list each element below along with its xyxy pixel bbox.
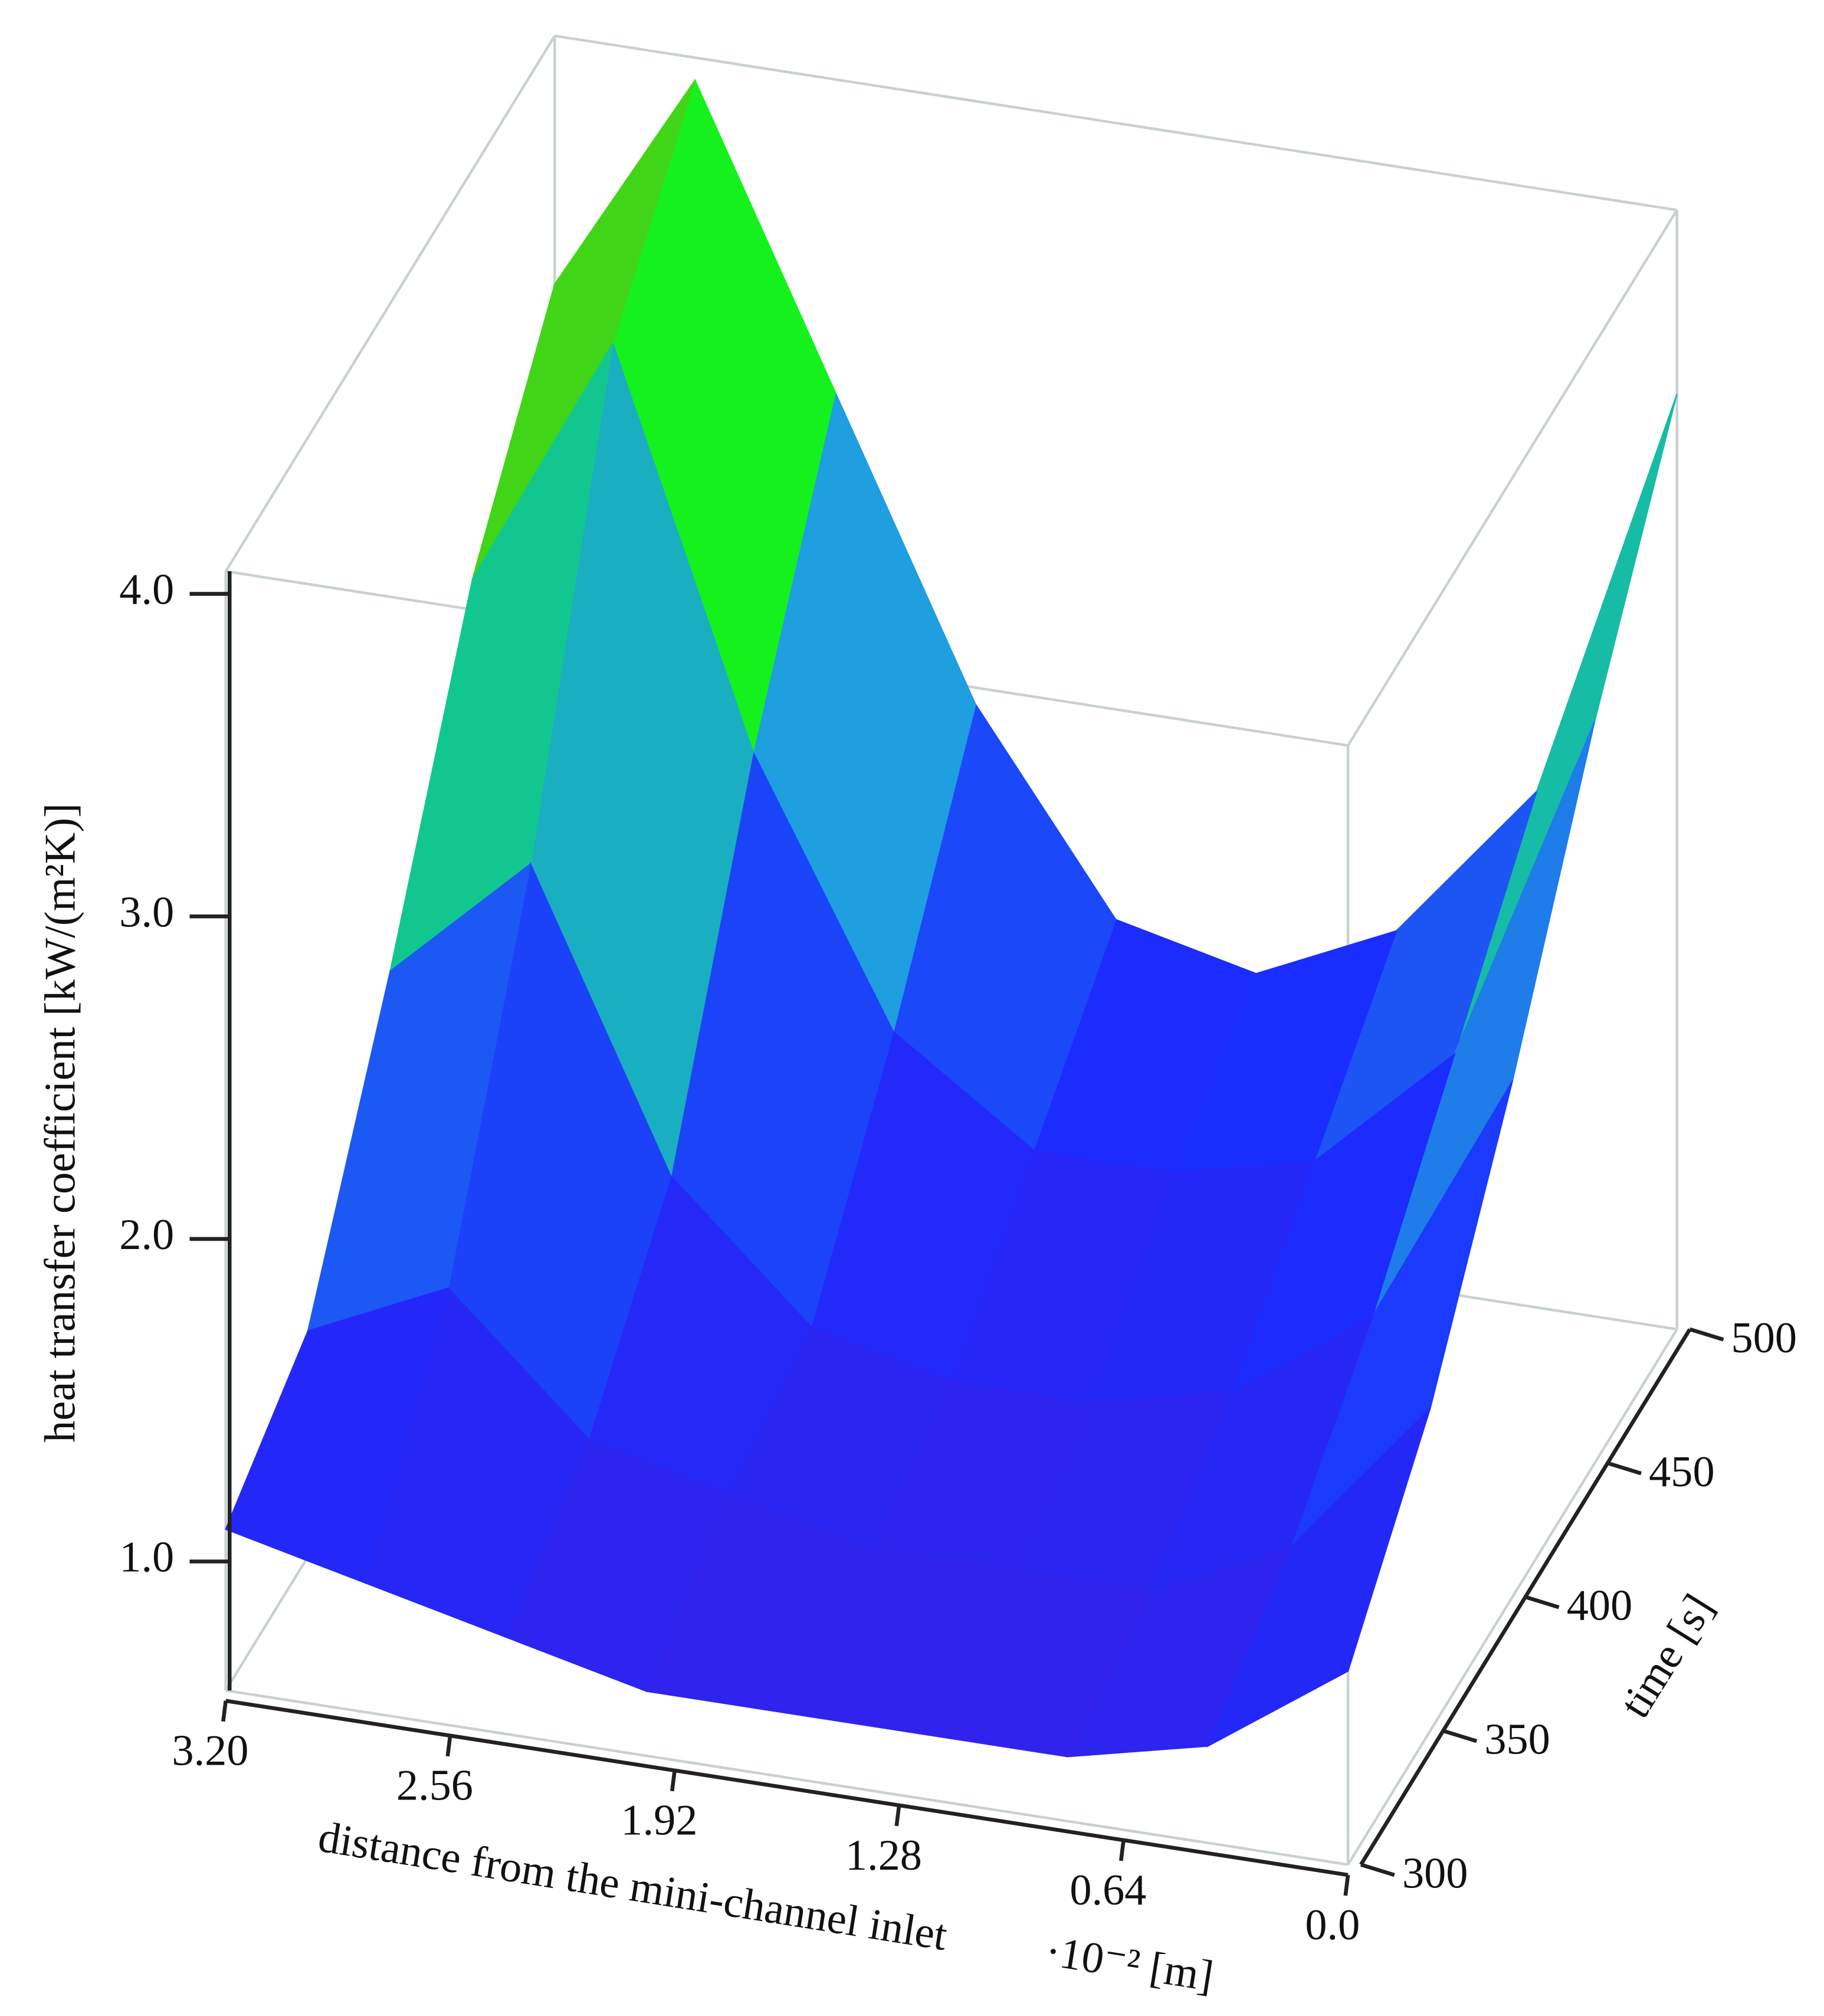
box-edge: [224, 35, 556, 572]
box-edge: [225, 1689, 1349, 1866]
surface: [225, 78, 1678, 1758]
x-tick: [1118, 1840, 1126, 1861]
y-tick-label: 350: [1484, 1716, 1550, 1764]
x-tick-label: 1.92: [621, 1797, 697, 1845]
z-tick-label: 3.0: [119, 888, 174, 936]
y-tick: [1360, 1863, 1395, 1877]
x-tick: [894, 1805, 901, 1827]
x-tick-label: 2.56: [396, 1762, 473, 1810]
x-tick-label: 1.28: [845, 1831, 922, 1880]
z-axis-label: heat transfer coefficient [kW/(m²K)]: [36, 803, 84, 1443]
y-tick: [1524, 1595, 1560, 1609]
x-tick-label: 0.64: [1070, 1866, 1146, 1915]
y-tick: [1442, 1729, 1478, 1743]
y-tick-label: 300: [1402, 1849, 1468, 1897]
axes: 1.0 2.0 3.0 4.0 3.20 2.56 1.92 1.28 0.64 0.0 300 35…: [119, 566, 1797, 1949]
y-tick-label: 450: [1649, 1448, 1715, 1496]
x-tick: [1343, 1874, 1350, 1896]
y-tick: [1607, 1461, 1642, 1476]
x-axis-unit: ·10⁻² [m]: [1042, 1927, 1217, 2001]
box-edge: [1347, 1328, 1678, 1866]
x-tick-label: 0.0: [1305, 1901, 1360, 1949]
z-tick-label: 4.0: [119, 566, 174, 614]
y-tick: [1689, 1327, 1724, 1342]
x-tick-label: 3.20: [172, 1727, 248, 1775]
y-tick-label: 400: [1567, 1582, 1633, 1630]
z-tick-label: 2.0: [119, 1211, 174, 1259]
surface-cell: [225, 1287, 450, 1584]
x-tick: [445, 1735, 452, 1757]
x-tick: [221, 1700, 228, 1722]
x-axis-line: [225, 1699, 1349, 1877]
box-edge: [554, 34, 1678, 212]
z-tick-label: 1.0: [119, 1533, 174, 1582]
y-tick-label: 500: [1731, 1314, 1797, 1362]
box-edge: [1347, 209, 1678, 746]
surface-cell: [1454, 394, 1678, 1055]
x-tick: [670, 1770, 677, 1792]
